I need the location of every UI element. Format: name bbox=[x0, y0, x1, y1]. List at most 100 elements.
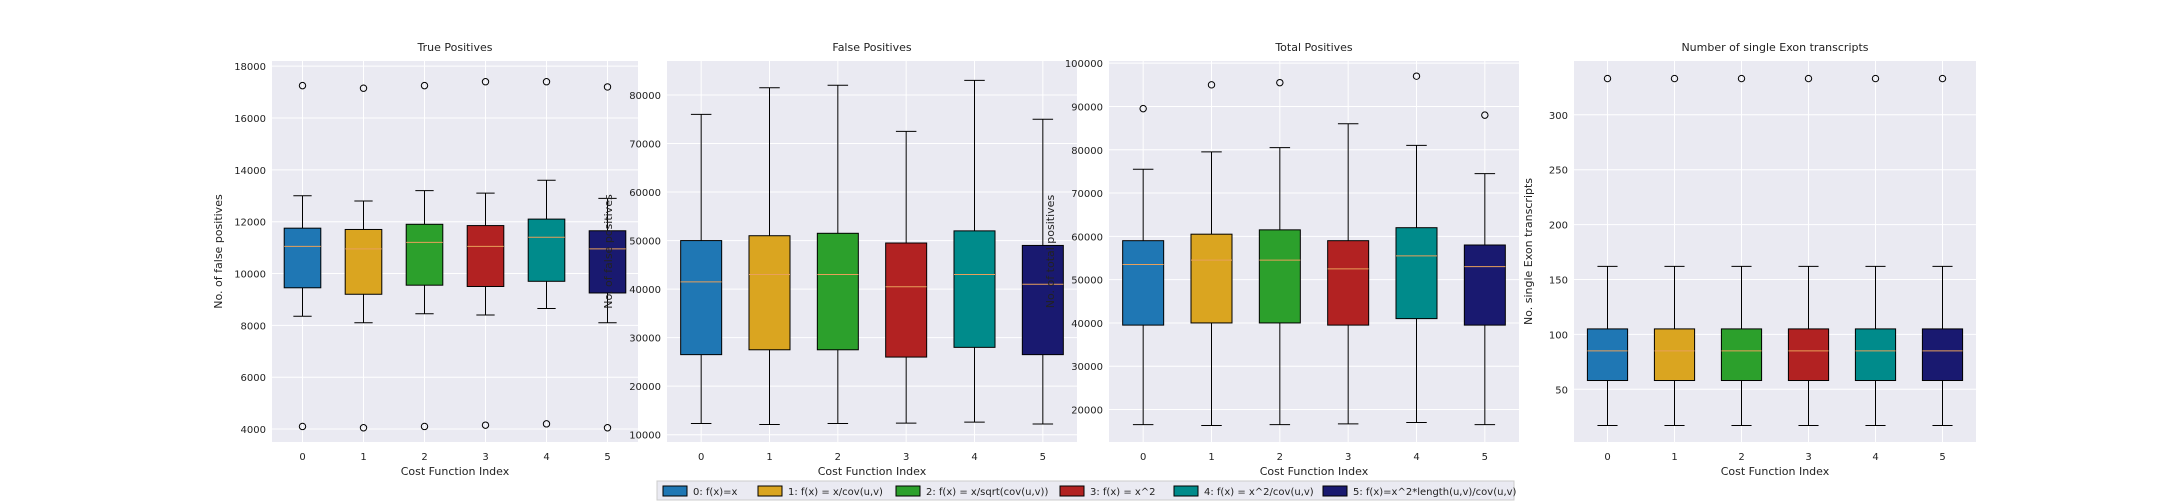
box-body bbox=[1787, 328, 1830, 382]
x-axis-label: Cost Function Index bbox=[1260, 465, 1369, 478]
x-tick-label: 1 bbox=[766, 452, 772, 463]
panel-2: 20000 30000 40000 50000 60000 70000 80000 90000… bbox=[1044, 41, 1519, 478]
box-3 bbox=[885, 130, 928, 424]
y-axis-label: No. of false positives bbox=[602, 194, 615, 309]
y-tick-label: 70000 bbox=[629, 140, 661, 151]
box-body bbox=[1720, 328, 1763, 382]
legend-item-5: 5: f(x)=x^2*length(u,v)/cov(u,v) bbox=[1322, 485, 1517, 498]
x-tick-label: 2 bbox=[835, 452, 841, 463]
box-4 bbox=[527, 78, 566, 428]
box-body bbox=[466, 225, 505, 287]
x-tick-label: 0 bbox=[1604, 452, 1610, 463]
x-tick-label: 2 bbox=[1277, 452, 1283, 463]
outlier-point bbox=[1207, 81, 1216, 89]
box-0 bbox=[1122, 104, 1165, 426]
x-axis-label: Cost Function Index bbox=[1721, 465, 1830, 478]
legend-label: 1: f(x) = x/cov(u,v) bbox=[788, 487, 883, 498]
legend-item-4: 4: f(x) = x^2/cov(u,v) bbox=[1173, 485, 1314, 498]
plot-area bbox=[1109, 61, 1519, 442]
y-tick-label: 16000 bbox=[234, 114, 266, 125]
plot-area bbox=[667, 61, 1077, 442]
box-2 bbox=[1720, 74, 1763, 427]
panel-0: 4000 6000 8000 10000 12000 14000 16000 18000 0 1 2… bbox=[212, 41, 638, 478]
box-1 bbox=[748, 87, 791, 426]
panel-title: False Positives bbox=[832, 41, 912, 54]
y-tick-label: 50 bbox=[1555, 385, 1568, 396]
x-tick-label: 5 bbox=[1040, 452, 1046, 463]
y-tick-label: 50000 bbox=[1071, 276, 1103, 287]
y-tick-label: 60000 bbox=[629, 188, 661, 199]
outlier-point bbox=[1938, 74, 1947, 83]
y-tick-label: 12000 bbox=[234, 218, 266, 229]
box-body bbox=[405, 223, 444, 286]
y-tick-label: 6000 bbox=[241, 373, 266, 384]
x-tick-label: 3 bbox=[1345, 452, 1351, 463]
x-tick-label: 4 bbox=[543, 452, 549, 463]
box-body bbox=[748, 235, 791, 351]
outlier-point bbox=[1603, 74, 1612, 83]
panel-3: 50 100 150 200 250 300 0 1 2 3 4 5 Number of single … bbox=[1522, 41, 1976, 478]
x-tick-label: 0 bbox=[698, 452, 704, 463]
y-tick-label: 90000 bbox=[1071, 102, 1103, 113]
box-body bbox=[527, 218, 566, 282]
box-2 bbox=[816, 84, 859, 425]
box-0 bbox=[283, 81, 322, 431]
box-5 bbox=[588, 83, 627, 432]
box-body bbox=[1258, 229, 1301, 324]
x-tick-label: 5 bbox=[1482, 452, 1488, 463]
box-4 bbox=[953, 79, 996, 423]
box-body bbox=[1021, 244, 1064, 356]
outlier-point bbox=[1481, 111, 1489, 119]
outlier-point bbox=[298, 81, 307, 90]
outlier-point bbox=[298, 422, 307, 431]
y-tick-label: 10000 bbox=[629, 431, 661, 442]
outlier-point bbox=[481, 78, 490, 86]
box-body bbox=[1854, 328, 1897, 382]
y-tick-label: 14000 bbox=[234, 166, 266, 177]
panel-1: 10000 20000 30000 40000 50000 60000 70000 80000… bbox=[602, 41, 1077, 478]
y-axis-label: No. single Exon transcripts bbox=[1522, 178, 1535, 325]
box-3 bbox=[1787, 74, 1830, 427]
x-tick-label: 1 bbox=[1208, 452, 1214, 463]
box-3 bbox=[466, 78, 505, 429]
box-body bbox=[588, 230, 627, 294]
y-tick-label: 80000 bbox=[1071, 146, 1103, 157]
legend-swatch bbox=[1173, 485, 1199, 497]
outlier-point bbox=[603, 424, 612, 432]
plot-area bbox=[1574, 61, 1976, 442]
y-tick-label: 100 bbox=[1549, 330, 1568, 341]
x-tick-label: 2 bbox=[421, 452, 427, 463]
legend-label: 0: f(x)=x bbox=[693, 487, 738, 498]
box-0 bbox=[680, 113, 723, 425]
x-tick-label: 4 bbox=[1413, 452, 1419, 463]
box-1 bbox=[1653, 74, 1696, 427]
box-2 bbox=[405, 81, 444, 431]
box-0 bbox=[1586, 74, 1629, 427]
panel-title: Total Positives bbox=[1274, 41, 1353, 54]
y-tick-label: 100000 bbox=[1065, 59, 1103, 70]
legend-item-3: 3: f(x) = x^2 bbox=[1059, 485, 1156, 498]
y-axis-label: No. of false positives bbox=[212, 194, 225, 309]
legend-swatch bbox=[662, 485, 688, 497]
y-tick-label: 60000 bbox=[1071, 232, 1103, 243]
y-tick-label: 18000 bbox=[234, 62, 266, 73]
outlier-point bbox=[359, 84, 368, 92]
box-5 bbox=[1021, 118, 1064, 425]
box-body bbox=[344, 228, 383, 295]
legend-label: 2: f(x) = x/sqrt(cov(u,v)) bbox=[926, 487, 1048, 498]
x-tick-label: 1 bbox=[1671, 452, 1677, 463]
y-tick-label: 150 bbox=[1549, 275, 1568, 286]
outlier-point bbox=[1276, 78, 1284, 87]
box-4 bbox=[1395, 72, 1438, 424]
legend-label: 4: f(x) = x^2/cov(u,v) bbox=[1204, 487, 1314, 498]
legend-item-2: 2: f(x) = x/sqrt(cov(u,v)) bbox=[895, 485, 1048, 498]
x-tick-label: 5 bbox=[604, 452, 610, 463]
box-body bbox=[816, 232, 859, 351]
y-tick-label: 70000 bbox=[1071, 189, 1103, 200]
y-axis-label: No. of total positives bbox=[1044, 195, 1057, 309]
y-tick-label: 30000 bbox=[629, 334, 661, 345]
x-tick-label: 0 bbox=[1140, 452, 1146, 463]
legend-swatch bbox=[1059, 485, 1085, 497]
box-body bbox=[1463, 244, 1506, 326]
